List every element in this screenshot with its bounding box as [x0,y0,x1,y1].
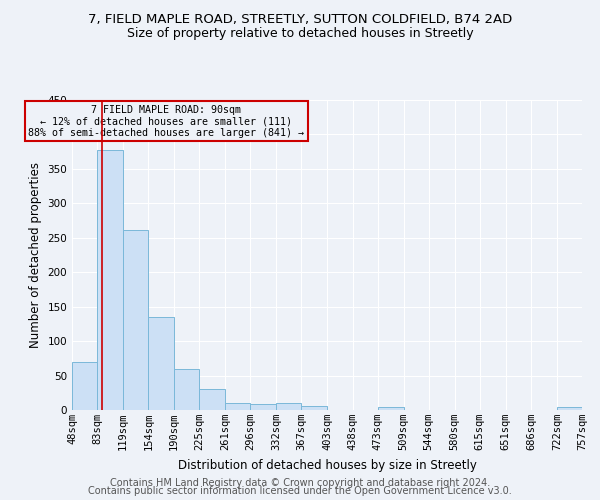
Bar [148,317,174,410]
Bar [174,370,199,410]
Bar [250,404,276,410]
Bar [199,390,225,410]
Text: Contains public sector information licensed under the Open Government Licence v3: Contains public sector information licen… [88,486,512,496]
Text: Contains HM Land Registry data © Crown copyright and database right 2024.: Contains HM Land Registry data © Crown c… [110,478,490,488]
X-axis label: Distribution of detached houses by size in Streetly: Distribution of detached houses by size … [178,458,476,471]
Bar [97,150,123,410]
Bar [378,407,404,410]
Y-axis label: Number of detached properties: Number of detached properties [29,162,42,348]
Bar [557,406,582,410]
Text: Size of property relative to detached houses in Streetly: Size of property relative to detached ho… [127,28,473,40]
Bar [225,403,250,410]
Text: 7, FIELD MAPLE ROAD, STREETLY, SUTTON COLDFIELD, B74 2AD: 7, FIELD MAPLE ROAD, STREETLY, SUTTON CO… [88,12,512,26]
Text: 7 FIELD MAPLE ROAD: 90sqm
← 12% of detached houses are smaller (111)
88% of semi: 7 FIELD MAPLE ROAD: 90sqm ← 12% of detac… [28,104,304,138]
Bar [123,230,148,410]
Bar [72,362,97,410]
Bar [301,406,328,410]
Bar [276,403,301,410]
